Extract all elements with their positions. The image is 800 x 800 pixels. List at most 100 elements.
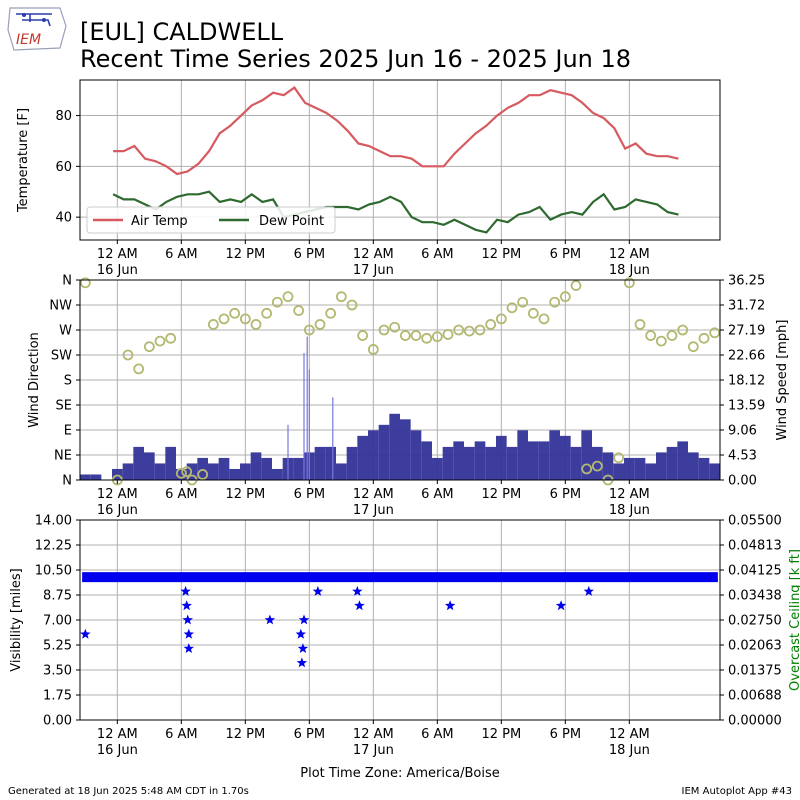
x-tick-label: 6 PM (550, 487, 581, 502)
wind-speed-bar (272, 468, 283, 480)
visibility-panel: 0.00 1.75 3.50 5.25 7.00 8.75 10.50 12.25 14.00 0… (9, 514, 800, 759)
x-tick-label: 12 PM (481, 247, 521, 262)
x-tick-date-label: 16 Jun (97, 263, 138, 278)
visibility-baseline (82, 572, 718, 583)
temperature-axis-label: Temperature [F] (16, 108, 31, 213)
wind-speed-bar (474, 441, 486, 480)
wind-speed-bar (378, 424, 390, 480)
direction-tick-label: SE (56, 399, 72, 414)
wind-direction-marker (453, 324, 465, 336)
temperature-lines (112, 86, 679, 234)
wind-speed-bar (240, 463, 251, 480)
x-tick-label: 12 PM (225, 247, 265, 262)
wind-speed-bar (325, 446, 336, 480)
visibility-points (80, 585, 594, 668)
x-tick-date-label: 16 Jun (97, 503, 138, 518)
wind-speed-bar (293, 457, 304, 480)
wind-direction-marker (517, 296, 529, 308)
wind-direction-marker (506, 302, 518, 314)
wind-direction-marker (250, 319, 262, 330)
wind-direction-marker (570, 280, 582, 291)
wind-direction-marker (335, 291, 347, 303)
visibility-point (555, 600, 567, 611)
wind-direction-marker (442, 329, 454, 340)
visibility-point (352, 585, 363, 596)
wind-speed-bar (314, 446, 326, 480)
visibility-tick-label: 8.75 (43, 589, 72, 604)
direction-tick-label: SW (51, 349, 72, 364)
x-tick-label: 6 AM (165, 727, 198, 742)
wind-panel: N NE E SE S SW W NW N 0.00 4.53 9.06 13.59 18.12 22.66… (27, 274, 790, 519)
direction-tick-label: S (64, 374, 72, 389)
direction-tick-label: NE (54, 449, 72, 464)
wind-speed-bar (133, 446, 144, 480)
x-axis-label: Plot Time Zone: America/Boise (300, 766, 499, 781)
x-tick-label: 6 PM (294, 487, 325, 502)
direction-tick-label: N (62, 274, 72, 289)
wind-speed-bar (602, 452, 614, 480)
wind-speed-bar (698, 457, 710, 480)
x-tick-date-label: 18 Jun (609, 503, 650, 518)
visibility-y-ticks: 0.00 1.75 3.50 5.25 7.00 8.75 10.50 12.25 14.00 0… (35, 514, 782, 729)
wind-speed-bar (229, 468, 240, 480)
wind-speed-bar (570, 446, 582, 480)
visibility-tick-label: 1.75 (43, 689, 72, 704)
wind-direction-marker (154, 335, 166, 347)
ceiling-tick-label: 0.04125 (728, 564, 782, 579)
chart-subtitle: Recent Time Series 2025 Jun 16 - 2025 Ju… (80, 45, 631, 73)
wind-direction-marker (293, 305, 305, 316)
x-tick-label: 12 AM (97, 487, 138, 502)
wind-direction-marker (581, 463, 593, 475)
wind-direction-marker (181, 466, 193, 478)
y-tick-label: 60 (55, 160, 72, 175)
speed-tick-label: 0.00 (728, 474, 757, 489)
wind-speed-bar (688, 452, 699, 480)
app-credit: IEM Autoplot App #43 (682, 786, 792, 797)
wind-speed-bar (90, 474, 102, 480)
wind-gust-bar (332, 397, 334, 480)
wind-direction-marker (645, 330, 657, 341)
visibility-baseline-band (82, 572, 718, 583)
wind-speed-bar (368, 430, 379, 480)
wind-direction-marker (421, 332, 433, 344)
wind-frame (79, 279, 721, 481)
x-tick-date-label: 18 Jun (609, 743, 650, 758)
x-tick-date-label: 17 Jun (353, 503, 394, 518)
x-tick-label: 6 PM (294, 727, 325, 742)
wind-gust-bar (308, 369, 310, 480)
wind-direction-marker (634, 319, 646, 330)
wind-direction-marker (495, 313, 507, 325)
wind-direction-marker (527, 307, 539, 319)
x-tick-label: 6 PM (550, 247, 581, 262)
wind-speed-bar (421, 441, 432, 480)
x-tick-label: 12 AM (353, 487, 394, 502)
visibility-point (444, 600, 456, 611)
visibility-tick-label: 14.00 (35, 514, 72, 529)
wind-speed-bar (112, 468, 123, 480)
wind-direction-marker (197, 469, 209, 480)
wind-speed-bar (154, 463, 166, 480)
wind-speed-bar (581, 430, 592, 480)
wind-speed-bar (261, 457, 272, 480)
temperature-frame (79, 79, 721, 241)
temperature-legend: Air Temp Dew Point (86, 206, 336, 234)
speed-tick-label: 4.53 (728, 449, 757, 464)
visibility-point (298, 614, 310, 625)
wind-direction-markers (79, 277, 721, 486)
wind-direction-marker (346, 299, 358, 311)
wind-speed-bar (464, 446, 475, 480)
wind-speed-bar (432, 457, 443, 480)
iem-logo[interactable]: IEM (7, 7, 67, 51)
wind-direction-marker (271, 296, 283, 308)
wind-direction-marker (122, 349, 134, 361)
visibility-point (297, 643, 309, 653)
wind-direction-marker (143, 341, 155, 353)
visibility-axis-label: Visibility [miles] (9, 568, 24, 671)
wind-direction-marker (79, 277, 91, 289)
wind-speed-bar (677, 441, 688, 480)
wind-direction-marker (549, 296, 561, 308)
ceiling-tick-label: 0.03438 (728, 589, 782, 604)
